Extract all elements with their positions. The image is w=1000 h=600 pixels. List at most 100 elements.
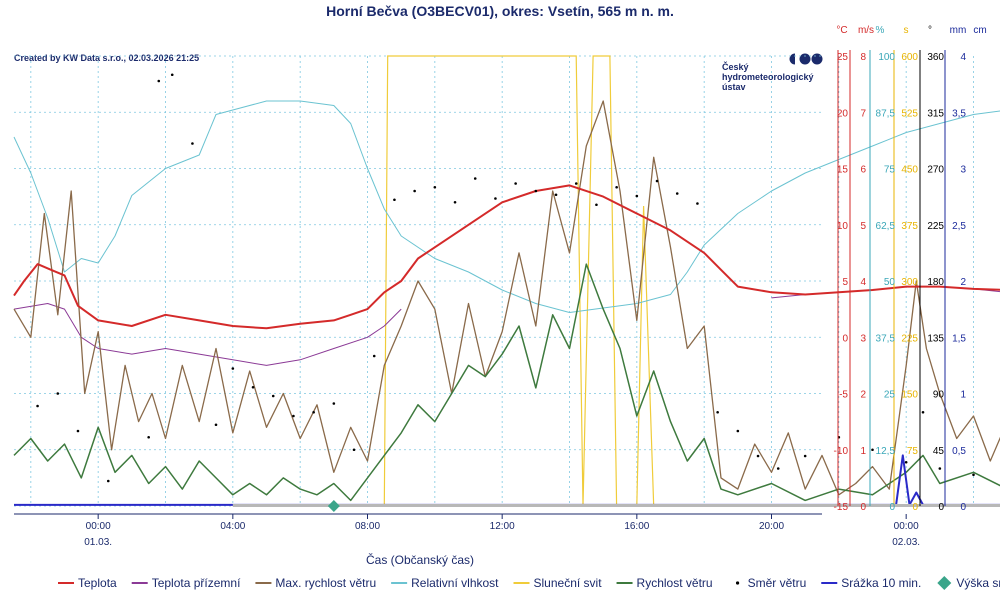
y-tick-label: 1 xyxy=(860,446,866,457)
y-tick-label: 525 xyxy=(901,108,918,119)
wind-direction-point xyxy=(655,179,659,183)
snow-depth-marker xyxy=(327,500,340,512)
y-axis-unit: m/s xyxy=(858,25,874,36)
y-tick-label: -10 xyxy=(834,446,849,457)
snow-baseline xyxy=(232,504,1000,507)
wind-direction-point xyxy=(352,448,356,452)
wind-direction-point xyxy=(76,429,80,433)
wind-direction-point xyxy=(251,385,255,389)
wind-direction-point xyxy=(332,402,336,405)
wind-direction-point xyxy=(595,203,598,207)
x-tick-label: 00:00 xyxy=(86,521,111,532)
wind-direction-point xyxy=(776,467,780,470)
y-tick-label: 12,5 xyxy=(876,446,896,457)
wind-direction-point xyxy=(615,185,618,189)
diamond-icon xyxy=(937,576,952,590)
y-tick-label: -15 xyxy=(834,502,849,513)
wind-direction-point xyxy=(292,414,295,418)
wind-direction-point xyxy=(921,410,925,414)
wind-direction-point xyxy=(716,410,719,414)
y-axis-unit: cm xyxy=(973,25,986,36)
wind-direction-point xyxy=(312,410,315,414)
wind-direction-point xyxy=(231,367,235,370)
y-tick-label: 225 xyxy=(927,221,944,232)
x-tick-label: 04:00 xyxy=(220,521,245,532)
y-tick-label: 75 xyxy=(884,165,896,176)
chart-title: Horní Bečva (O3BECV01), okres: Vsetín, 5… xyxy=(326,3,674,19)
wind-direction-point xyxy=(904,460,908,464)
y-tick-label: 100 xyxy=(878,52,895,63)
wind-direction-point xyxy=(871,448,874,452)
legend-label: Srážka 10 min. xyxy=(841,576,921,590)
series-relativn-vlhkost xyxy=(13,100,1000,313)
logo-cut-icon xyxy=(795,53,801,65)
logo-line-2: hydrometeorologický xyxy=(722,72,814,82)
y-tick-label: 25 xyxy=(884,390,896,401)
legend-label: Teplota přízemní xyxy=(152,576,241,590)
wind-direction-point xyxy=(675,192,679,195)
legend-label: Relativní vlhkost xyxy=(411,576,499,590)
wind-direction-point xyxy=(756,454,760,458)
y-tick-label: 3 xyxy=(960,165,966,176)
wind-direction-point xyxy=(56,392,60,395)
wind-direction-point xyxy=(736,429,740,433)
logo-circle-icon xyxy=(799,53,811,65)
y-tick-label: 75 xyxy=(907,446,919,457)
y-tick-label: 180 xyxy=(927,277,944,288)
y-tick-label: 0,5 xyxy=(952,446,966,457)
y-tick-label: 270 xyxy=(927,165,944,176)
y-tick-label: 0 xyxy=(889,502,895,513)
y-tick-label: 45 xyxy=(933,446,945,457)
wind-direction-point xyxy=(574,182,578,185)
credit-text: Created by KW Data s.r.o., 02.03.2026 21… xyxy=(14,53,199,63)
y-tick-label: 1 xyxy=(960,390,966,401)
y-axis-unit: mm xyxy=(950,25,967,36)
y-tick-label: 10 xyxy=(837,221,849,232)
series-teplota xyxy=(13,184,1000,330)
wind-direction-point xyxy=(106,479,110,483)
y-tick-label: 25 xyxy=(837,52,849,63)
x-date-label: 02.03. xyxy=(892,537,920,548)
y-tick-label: 600 xyxy=(901,52,918,63)
y-tick-label: 5 xyxy=(860,221,866,232)
y-tick-label: 4 xyxy=(960,52,966,63)
logo-line-3: ústav xyxy=(722,82,746,92)
y-tick-label: 87,5 xyxy=(876,108,896,119)
y-axis-unit: s xyxy=(904,25,909,36)
y-tick-label: 2 xyxy=(860,390,866,401)
x-tick-label: 12:00 xyxy=(490,521,515,532)
legend-label: Rychlost větru xyxy=(637,576,713,590)
y-tick-label: 7 xyxy=(860,108,866,119)
y-tick-label: 3,5 xyxy=(952,108,966,119)
y-tick-label: 6 xyxy=(860,165,866,176)
y-tick-label: 37,5 xyxy=(876,333,896,344)
wind-direction-point xyxy=(554,193,558,197)
y-tick-label: 62,5 xyxy=(876,221,896,232)
y-axis-unit: ° xyxy=(928,25,932,36)
wind-direction-point xyxy=(170,73,174,77)
wind-direction-point xyxy=(372,354,376,358)
wind-direction-point xyxy=(157,79,161,83)
y-tick-label: 225 xyxy=(901,333,918,344)
y-tick-label: 3 xyxy=(860,333,866,344)
wind-direction-point xyxy=(453,200,457,204)
wind-direction-point xyxy=(413,189,416,193)
y-tick-label: 0 xyxy=(938,502,944,513)
wind-direction-point xyxy=(494,197,497,200)
x-tick-label: 16:00 xyxy=(624,521,649,532)
logo-circle-icon xyxy=(811,53,823,65)
legend-label: Výška sněhu xyxy=(956,576,1000,590)
wind-direction-point xyxy=(393,198,396,202)
wind-direction-point xyxy=(938,467,942,470)
y-tick-label: 315 xyxy=(927,108,944,119)
wind-direction-point xyxy=(803,454,807,458)
wind-direction-point xyxy=(191,142,194,145)
y-axes: °C2520151050-5-10-15m/s876543210%10087,5… xyxy=(834,25,987,513)
y-tick-label: 1,5 xyxy=(952,333,966,344)
y-tick-label: 2 xyxy=(960,277,966,288)
plot-area xyxy=(13,55,1000,512)
wind-direction-point xyxy=(433,185,437,189)
wind-direction-point xyxy=(972,473,975,477)
series-teplota-p-zemn- xyxy=(13,286,1000,366)
